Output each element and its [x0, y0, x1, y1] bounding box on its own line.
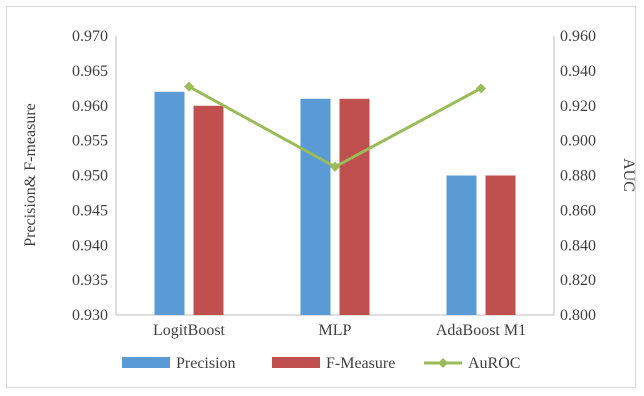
- f-measure-legend-label: F-Measure: [326, 355, 395, 372]
- left-y-tick-label: 0.950: [72, 168, 108, 185]
- right-y-tick-label: 0.840: [560, 237, 596, 254]
- line-series: [184, 81, 486, 172]
- left-y-tick-label: 0.945: [72, 202, 108, 219]
- right-y-tick-label: 0.960: [560, 28, 596, 45]
- right-y-tick-label: 0.900: [560, 133, 596, 150]
- right-y-tick-label: 0.880: [560, 168, 596, 185]
- f-measure-bar: [485, 175, 516, 315]
- left-y-tick-label: 0.940: [72, 237, 108, 254]
- x-tick-label: AdaBoost M1: [436, 322, 526, 339]
- precision-legend-swatch: [122, 357, 170, 368]
- left-y-tick-label: 0.930: [72, 307, 108, 324]
- left-y-tick-label: 0.935: [72, 272, 108, 289]
- legend: Precision F-Measure AuROC: [122, 355, 520, 372]
- left-y-tick-label: 0.965: [72, 63, 108, 80]
- f-measure-legend-swatch: [272, 357, 320, 368]
- right-y-tick-label: 0.820: [560, 272, 596, 289]
- left-y-tick-label: 0.970: [72, 28, 108, 45]
- right-y-tick-labels: 0.800 0.820 0.840 0.860 0.880 0.900 0.920 0.940…: [560, 28, 596, 324]
- auroc-point: [476, 83, 486, 94]
- auroc-legend-marker: [438, 358, 448, 368]
- auroc-legend-label: AuROC: [468, 355, 520, 372]
- x-tick-labels: LogitBoost MLP AdaBoost M1: [153, 322, 526, 339]
- x-tick-label: MLP: [319, 322, 352, 339]
- auroc-point: [184, 81, 194, 92]
- f-measure-bar: [193, 105, 224, 315]
- right-y-tick-label: 0.860: [560, 202, 596, 219]
- precision-bar: [300, 98, 331, 316]
- right-y-tick-label: 0.920: [560, 98, 596, 115]
- precision-bar: [154, 91, 185, 315]
- precision-bar: [446, 175, 477, 315]
- axes: [115, 36, 555, 316]
- precision-legend-label: Precision: [176, 355, 236, 372]
- left-y-axis-title: Precision& F-measure: [22, 103, 39, 247]
- x-tick-label: LogitBoost: [153, 322, 226, 339]
- right-y-tick-label: 0.940: [560, 63, 596, 80]
- left-y-tick-label: 0.960: [72, 98, 108, 115]
- right-y-tick-label: 0.800: [560, 307, 596, 324]
- f-measure-bar: [339, 98, 370, 316]
- right-y-axis-title: AUC: [620, 158, 637, 192]
- left-y-tick-labels: 0.930 0.935 0.940 0.945 0.950 0.955 0.960 0.965…: [72, 28, 108, 324]
- auroc-line: [188, 85, 482, 169]
- auroc-point: [330, 161, 340, 172]
- left-y-tick-label: 0.955: [72, 133, 108, 150]
- bar-series: [154, 91, 516, 316]
